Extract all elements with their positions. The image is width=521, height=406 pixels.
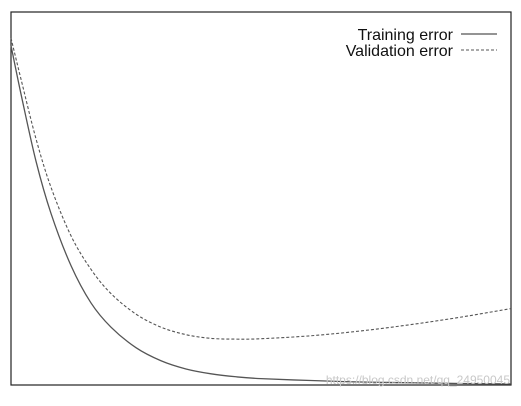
plot-frame: [10, 11, 512, 386]
training-error-line: [10, 45, 512, 385]
watermark: https://blog.csdn.net/qq_24950045: [326, 373, 510, 387]
validation-error-line: [10, 37, 512, 340]
legend: Training error Validation error: [346, 27, 497, 60]
legend-label-training: Training error: [358, 27, 454, 44]
series-layer: [10, 37, 512, 385]
legend-label-validation: Validation error: [346, 43, 454, 60]
